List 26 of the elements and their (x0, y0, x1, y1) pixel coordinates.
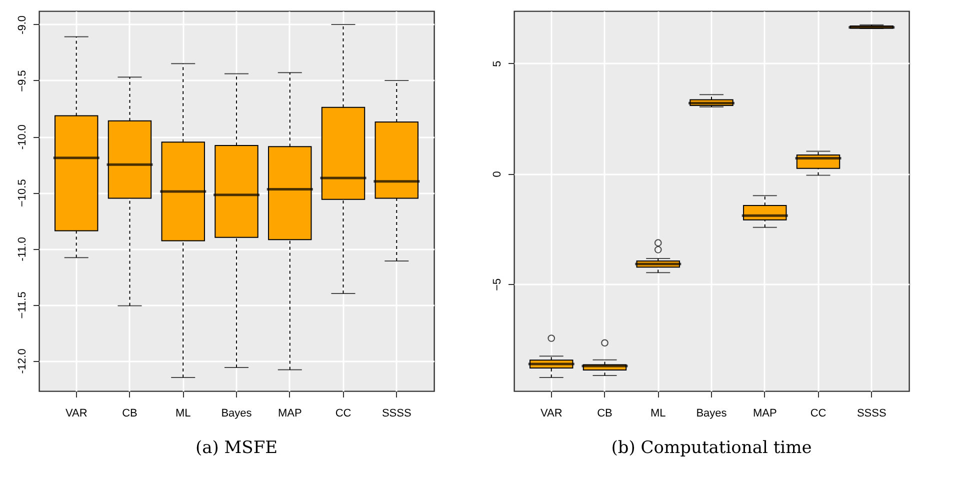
y-tick-label: 5 (492, 60, 504, 67)
y-tick-label: −10.5 (16, 179, 28, 208)
x-tick-label: CC (335, 408, 352, 420)
y-tick-label: -9.0 (16, 15, 28, 34)
y-tick-label: -10.0 (16, 124, 28, 150)
text: (a) MSFE (195, 438, 278, 458)
x-tick-label: VAR (65, 408, 88, 420)
x-tick-label: Bayes (696, 408, 728, 420)
x-tick-label: MAP (278, 408, 302, 420)
x-tick-label: CC (810, 408, 826, 420)
x-tick-label: MAP (752, 408, 777, 420)
y-tick-label: -12.0 (16, 348, 28, 374)
y-tick-label: −5 (492, 278, 504, 291)
x-tick-label: ML (175, 408, 191, 420)
x-tick-label: ML (650, 408, 666, 420)
x-tick-label: CB (597, 408, 612, 420)
x-tick-label: CB (122, 408, 138, 420)
text: (b) Computational time (611, 438, 812, 458)
x-tick-label: Bayes (221, 408, 252, 420)
y-tick-label: −9.5 (16, 70, 28, 92)
x-tick-label: SSSS (856, 408, 886, 420)
x-tick-label: VAR (540, 408, 562, 420)
y-tick-label: -11.0 (16, 237, 28, 262)
y-tick-label: −11.5 (16, 292, 28, 319)
y-tick-label: 0 (492, 171, 504, 178)
x-tick-label: SSSS (382, 408, 412, 420)
